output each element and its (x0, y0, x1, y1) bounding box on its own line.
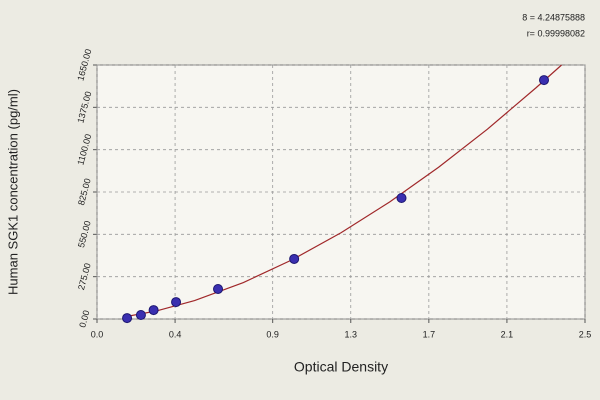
y-tick-label: 0.00 (77, 309, 91, 329)
x-tick-label: 0.0 (91, 329, 104, 339)
x-tick-label: 0.4 (169, 329, 182, 339)
data-point (171, 297, 182, 308)
y-axis-label: Human SGK1 concentration (pg/ml) (5, 89, 20, 295)
data-point (135, 309, 146, 320)
data-point (539, 75, 550, 86)
fit-curve (126, 64, 562, 318)
x-tick-label: 1.3 (345, 329, 358, 339)
annotation: r= 0.99998082 (527, 28, 585, 38)
data-point (289, 253, 300, 264)
data-point (148, 305, 159, 316)
data-point (396, 193, 407, 204)
x-tick-label: 2.1 (501, 329, 514, 339)
data-point (213, 283, 224, 294)
x-tick-label: 2.5 (579, 329, 592, 339)
data-point (122, 313, 133, 324)
plot-area (96, 64, 586, 320)
x-tick-label: 1.7 (423, 329, 436, 339)
x-tick-label: 0.9 (266, 329, 279, 339)
annotation: 8 = 4.24875888 (522, 12, 585, 22)
x-axis-label: Optical Density (294, 359, 388, 375)
